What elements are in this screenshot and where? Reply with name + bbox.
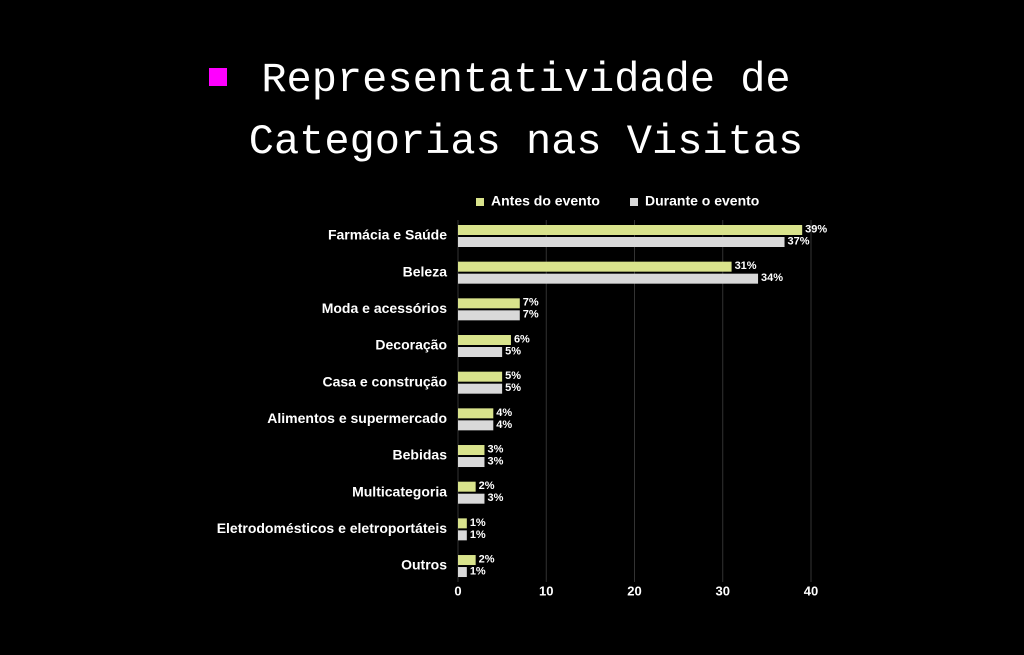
value-label: 37%: [788, 235, 810, 247]
value-label: 4%: [496, 407, 512, 419]
x-tick-label: 40: [804, 583, 818, 598]
title-bullet: [209, 68, 227, 86]
y-tick-label: Decoração: [375, 337, 447, 353]
y-tick-label: Multicategoria: [352, 483, 447, 499]
chart-title: Representatividade de Categorias nas Vis…: [248, 56, 804, 166]
bar: [458, 310, 520, 321]
bar: [458, 420, 494, 431]
bar: [458, 347, 503, 358]
bar: [458, 493, 485, 504]
y-tick-label: Beleza: [403, 263, 448, 279]
value-label: 5%: [505, 370, 521, 382]
value-label: 3%: [487, 455, 503, 467]
y-tick-label: Farmácia e Saúde: [328, 227, 447, 243]
x-tick-label: 20: [627, 583, 641, 598]
x-tick-label: 30: [716, 583, 730, 598]
y-tick-label: Outros: [401, 557, 447, 573]
value-label: 7%: [523, 297, 539, 309]
value-label: 1%: [470, 517, 486, 529]
bar: [458, 457, 485, 468]
value-label: 2%: [479, 480, 495, 492]
bar: [458, 335, 511, 346]
legend-label: Durante o evento: [645, 193, 759, 209]
bar: [458, 567, 467, 578]
y-tick-label: Eletrodomésticos e eletroportáteis: [217, 520, 448, 536]
value-label: 1%: [470, 529, 486, 541]
x-tick-label: 10: [539, 583, 553, 598]
bar: [458, 518, 467, 529]
y-tick-label: Casa e construção: [323, 373, 448, 389]
value-label: 3%: [487, 443, 503, 455]
bar: [458, 481, 476, 492]
value-label: 7%: [523, 309, 539, 321]
y-tick-label: Bebidas: [393, 447, 448, 463]
bar: [458, 445, 485, 456]
bar: [458, 555, 476, 566]
bar: [458, 225, 803, 235]
bar: [458, 383, 503, 394]
bar: [458, 530, 467, 541]
value-label: 31%: [735, 260, 757, 272]
bar: [458, 371, 503, 382]
value-label: 5%: [505, 345, 521, 357]
value-label: 4%: [496, 419, 512, 431]
value-label: 34%: [761, 272, 783, 284]
legend-swatch: [476, 198, 484, 206]
bar: [458, 298, 520, 309]
value-label: 2%: [479, 553, 495, 565]
value-label: 39%: [805, 223, 827, 235]
bar: [458, 261, 732, 272]
legend-swatch: [630, 198, 638, 206]
y-tick-label: Alimentos e supermercado: [267, 410, 447, 426]
value-label: 5%: [505, 382, 521, 394]
y-tick-label: Moda e acessórios: [322, 300, 447, 316]
value-label: 6%: [514, 333, 530, 345]
value-label: 1%: [470, 565, 486, 577]
value-label: 3%: [487, 492, 503, 504]
bar: [458, 237, 785, 247]
legend-label: Antes do evento: [491, 193, 600, 209]
bar: [458, 408, 494, 419]
bar: [458, 273, 759, 284]
x-tick-label: 0: [454, 583, 461, 598]
